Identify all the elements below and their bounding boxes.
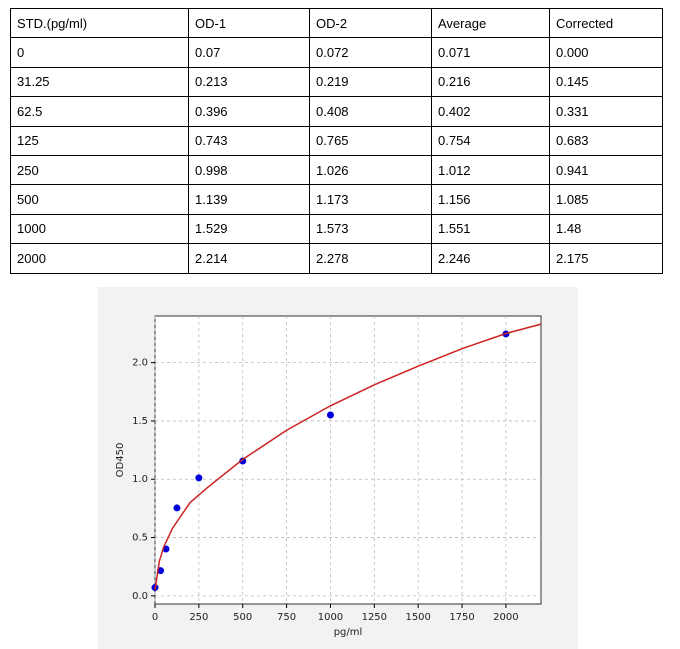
table-row: 2000 2.214 2.278 2.246 2.175 <box>10 243 663 274</box>
table-cell: 500 <box>10 184 189 215</box>
table-cell: 1.156 <box>431 184 550 215</box>
table-cell: 0.071 <box>431 37 550 68</box>
table-cell: 2.278 <box>309 243 432 274</box>
chart: pg/ml OD450 0 250 500 750 1000 1250 1500 1750 20… <box>98 287 578 649</box>
table-cell: 0.765 <box>309 125 432 156</box>
table-cell: STD.(pg/ml) <box>10 7 189 39</box>
table-row: STD.(pg/ml) OD-1 OD-2 Average Corrected <box>10 7 663 39</box>
x-tick-label: 1250 <box>362 612 387 623</box>
x-tick-label: 500 <box>233 612 252 623</box>
x-tick-label: 1750 <box>449 612 474 623</box>
table-row: 500 1.139 1.173 1.156 1.085 <box>10 184 663 215</box>
table-cell: 2.246 <box>431 243 550 274</box>
table-row: 0 0.07 0.072 0.071 0.000 <box>10 37 663 68</box>
table-cell: 1.026 <box>309 154 432 186</box>
table-row: 31.25 0.213 0.219 0.216 0.145 <box>10 66 663 98</box>
y-axis-label: OD450 <box>115 443 126 478</box>
table-cell: OD-1 <box>188 7 310 39</box>
table-cell: 0.213 <box>188 66 310 98</box>
table-cell: 0.743 <box>188 125 310 156</box>
fit-curve <box>154 323 542 591</box>
table-cell: 250 <box>10 154 189 186</box>
data-point <box>326 411 334 419</box>
data-point <box>239 457 247 465</box>
table-cell: 2.175 <box>549 243 663 274</box>
y-tick-label: 0.5 <box>132 533 148 544</box>
table-cell: 0.072 <box>309 37 432 68</box>
table-cell: 62.5 <box>10 96 189 127</box>
table-row: 1000 1.529 1.573 1.551 1.48 <box>10 213 663 245</box>
x-tick-label: 750 <box>277 612 296 623</box>
table-cell: OD-2 <box>309 7 432 39</box>
table-cell: 1.48 <box>549 213 663 245</box>
table-cell: 0.000 <box>549 37 663 68</box>
table-cell: 1.573 <box>309 213 432 245</box>
x-tick-label: 0 <box>152 612 158 623</box>
table-cell: 1000 <box>10 213 189 245</box>
table-cell: 125 <box>10 125 189 156</box>
table-cell: 1.173 <box>309 184 432 215</box>
table-cell: 0.219 <box>309 66 432 98</box>
table-cell: 1.529 <box>188 213 310 245</box>
table-cell: 0.408 <box>309 96 432 127</box>
table-cell: Corrected <box>549 7 663 39</box>
plot-area <box>154 315 542 605</box>
table-cell: 0.07 <box>188 37 310 68</box>
x-tick-label: 1000 <box>318 612 343 623</box>
table-cell: 1.085 <box>549 184 663 215</box>
y-tick-label: 1.5 <box>132 416 148 427</box>
x-tick-label: 250 <box>189 612 208 623</box>
table-cell: 1.551 <box>431 213 550 245</box>
x-tick-label: 1500 <box>405 612 430 623</box>
table-cell: 2.214 <box>188 243 310 274</box>
x-axis-label: pg/ml <box>334 627 363 638</box>
y-tick-label: 1.0 <box>132 474 148 485</box>
table-cell: 0.998 <box>188 154 310 186</box>
table-cell: 0.683 <box>549 125 663 156</box>
table-row: 62.5 0.396 0.408 0.402 0.331 <box>10 96 663 127</box>
table-cell: 0.145 <box>549 66 663 98</box>
y-tick-label: 2.0 <box>132 358 148 369</box>
table-cell: Average <box>431 7 550 39</box>
table-cell: 0.754 <box>431 125 550 156</box>
table-cell: 0.331 <box>549 96 663 127</box>
y-tick-label: 0.0 <box>132 591 148 602</box>
table-row: 125 0.743 0.765 0.754 0.683 <box>10 125 663 156</box>
table-cell: 0.396 <box>188 96 310 127</box>
table-cell: 2000 <box>10 243 189 274</box>
data-table: STD.(pg/ml) OD-1 OD-2 Average Corrected 0 0.07… <box>10 7 663 274</box>
data-point <box>195 474 203 482</box>
x-tick-label: 2000 <box>493 612 518 623</box>
table-cell: 0.216 <box>431 66 550 98</box>
table-cell: 1.139 <box>188 184 310 215</box>
table-cell: 0.941 <box>549 154 663 186</box>
table-cell: 1.012 <box>431 154 550 186</box>
data-point <box>173 504 181 512</box>
table-cell: 31.25 <box>10 66 189 98</box>
table-cell: 0 <box>10 37 189 68</box>
table-cell: 0.402 <box>431 96 550 127</box>
table-row: 250 0.998 1.026 1.012 0.941 <box>10 154 663 186</box>
